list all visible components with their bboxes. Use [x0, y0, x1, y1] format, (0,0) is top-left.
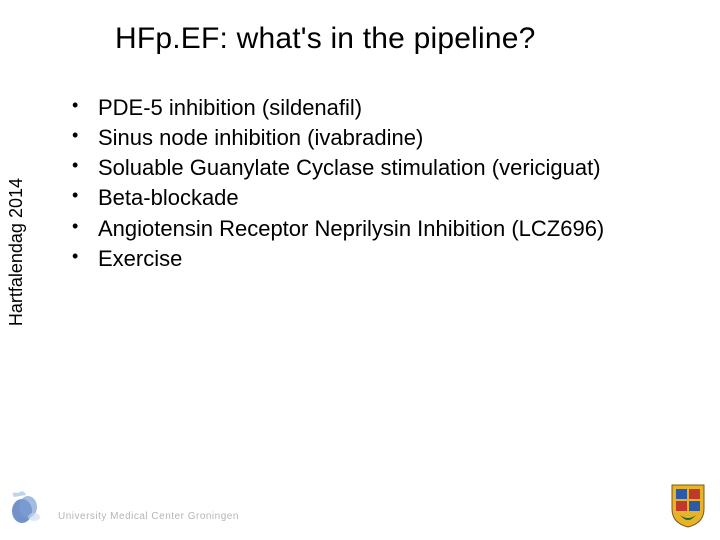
- list-item: Beta-blockade: [68, 184, 690, 212]
- list-item: Sinus node inhibition (ivabradine): [68, 124, 690, 152]
- list-item-text: Soluable Guanylate Cyclase stimulation (…: [98, 155, 601, 180]
- list-item: Angiotensin Receptor Neprilysin Inhibiti…: [68, 215, 690, 243]
- sidebar-label-text: Hartfalendag 2014: [6, 178, 27, 326]
- slide-title: HFp.EF: what's in the pipeline?: [115, 22, 535, 56]
- list-item: Soluable Guanylate Cyclase stimulation (…: [68, 154, 690, 182]
- list-item: Exercise: [68, 245, 690, 273]
- footer-text: University Medical Center Groningen: [58, 511, 239, 522]
- list-item-text: Sinus node inhibition (ivabradine): [98, 125, 423, 150]
- logo-left-icon: [4, 487, 50, 532]
- sidebar-vertical-label: Hartfalendag 2014: [2, 10, 32, 180]
- list-item-text: Beta-blockade: [98, 185, 239, 210]
- list-item-text: Angiotensin Receptor Neprilysin Inhibiti…: [98, 216, 604, 241]
- list-item-text: Exercise: [98, 246, 182, 271]
- list-item: PDE-5 inhibition (sildenafil): [68, 94, 690, 122]
- crest-icon: [668, 481, 708, 534]
- list-item-text: PDE-5 inhibition (sildenafil): [98, 95, 362, 120]
- bullet-list: PDE-5 inhibition (sildenafil) Sinus node…: [68, 94, 690, 275]
